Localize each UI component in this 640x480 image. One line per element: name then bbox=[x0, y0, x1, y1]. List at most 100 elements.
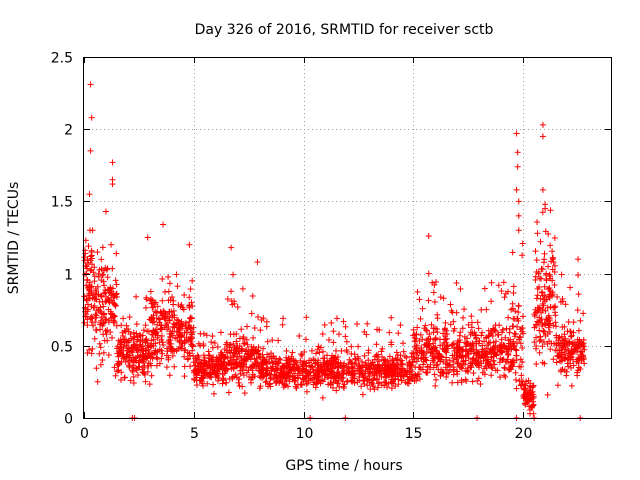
data-point bbox=[461, 306, 468, 313]
data-point bbox=[431, 298, 438, 305]
data-point bbox=[143, 355, 150, 362]
data-point bbox=[90, 322, 97, 329]
data-point bbox=[142, 339, 149, 346]
data-point bbox=[158, 332, 165, 339]
data-point bbox=[123, 353, 130, 360]
data-point bbox=[539, 121, 546, 128]
data-point bbox=[99, 244, 106, 251]
data-point bbox=[84, 301, 91, 308]
data-point bbox=[495, 282, 502, 289]
data-point bbox=[127, 377, 134, 384]
data-point bbox=[570, 319, 577, 326]
data-point bbox=[211, 365, 218, 372]
data-point bbox=[186, 241, 193, 248]
data-point bbox=[187, 336, 194, 343]
data-point bbox=[118, 322, 125, 329]
data-point bbox=[128, 348, 135, 355]
data-point bbox=[145, 346, 152, 353]
data-point bbox=[189, 328, 196, 335]
data-point bbox=[167, 297, 174, 304]
data-point bbox=[515, 212, 522, 219]
data-point bbox=[544, 391, 551, 398]
data-point bbox=[187, 286, 194, 293]
data-point bbox=[115, 348, 122, 355]
data-point bbox=[135, 372, 142, 379]
data-point bbox=[201, 354, 208, 361]
data-point bbox=[124, 339, 131, 346]
data-point bbox=[112, 277, 119, 284]
data-point bbox=[189, 343, 196, 350]
data-point bbox=[501, 294, 508, 301]
data-point bbox=[197, 330, 204, 337]
data-point bbox=[230, 271, 237, 278]
data-point bbox=[137, 341, 144, 348]
data-point bbox=[176, 325, 183, 332]
data-point bbox=[95, 306, 102, 313]
data-point bbox=[113, 281, 120, 288]
data-point bbox=[488, 279, 495, 286]
data-point bbox=[511, 330, 518, 337]
data-point bbox=[126, 352, 133, 359]
x-tick-label: 20 bbox=[515, 426, 533, 442]
data-point bbox=[83, 296, 90, 303]
data-point bbox=[109, 285, 116, 292]
data-point bbox=[514, 149, 521, 156]
data-point bbox=[447, 321, 454, 328]
data-point bbox=[545, 263, 552, 270]
data-point bbox=[133, 357, 140, 364]
data-point bbox=[153, 309, 160, 316]
data-point bbox=[539, 288, 546, 295]
data-point bbox=[115, 362, 122, 369]
data-point bbox=[89, 227, 96, 234]
data-point bbox=[191, 375, 198, 382]
y-tick-label: 1 bbox=[64, 268, 73, 284]
data-point bbox=[93, 314, 100, 321]
data-point bbox=[140, 359, 147, 366]
data-point bbox=[237, 370, 244, 377]
data-point bbox=[91, 273, 98, 280]
data-point bbox=[100, 278, 107, 285]
data-point bbox=[554, 293, 561, 300]
data-point bbox=[147, 353, 154, 360]
data-point bbox=[203, 332, 210, 339]
data-point bbox=[157, 316, 164, 323]
data-point bbox=[87, 147, 94, 154]
data-point bbox=[498, 288, 505, 295]
data-point bbox=[447, 301, 454, 308]
data-point bbox=[488, 372, 495, 379]
data-point bbox=[219, 380, 226, 387]
data-point bbox=[510, 289, 517, 296]
data-point bbox=[154, 321, 161, 328]
data-point bbox=[386, 329, 393, 336]
data-point bbox=[568, 382, 575, 389]
data-point bbox=[169, 352, 176, 359]
chart-title: Day 326 of 2016, SRMTID for receiver sct… bbox=[195, 22, 494, 38]
data-point bbox=[87, 81, 94, 88]
data-point bbox=[432, 382, 439, 389]
data-point bbox=[102, 315, 109, 322]
data-point bbox=[515, 198, 522, 205]
data-point bbox=[442, 319, 449, 326]
data-point bbox=[422, 322, 429, 329]
data-point bbox=[142, 322, 149, 329]
data-point bbox=[240, 334, 247, 341]
data-point bbox=[222, 379, 229, 386]
y-tick-label: 2 bbox=[64, 123, 73, 139]
data-point bbox=[177, 333, 184, 340]
data-point bbox=[133, 293, 140, 300]
data-point bbox=[91, 264, 98, 271]
data-point bbox=[81, 257, 88, 264]
data-point bbox=[140, 327, 147, 334]
data-point bbox=[98, 256, 105, 263]
data-point bbox=[121, 336, 128, 343]
data-point bbox=[89, 345, 96, 352]
data-point bbox=[100, 349, 107, 356]
data-point bbox=[175, 346, 182, 353]
data-point bbox=[195, 366, 202, 373]
data-point bbox=[214, 355, 221, 362]
data-point bbox=[91, 335, 98, 342]
data-point bbox=[149, 304, 156, 311]
data-point bbox=[134, 353, 141, 360]
data-point bbox=[400, 340, 407, 347]
data-point bbox=[248, 310, 255, 317]
